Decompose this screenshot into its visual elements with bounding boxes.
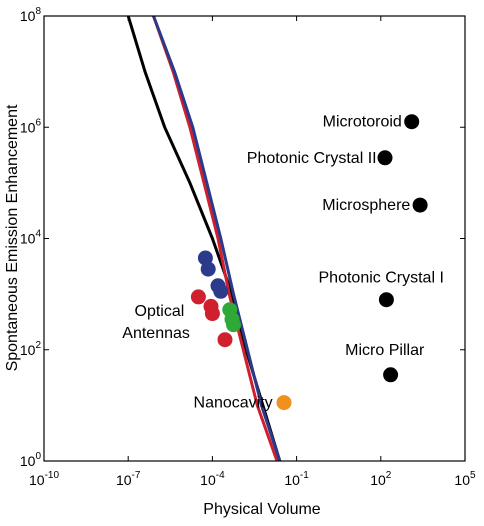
y-tick-label-5: 108 [20,6,42,24]
y-tick-label-4: 106 [20,117,42,135]
annotation-label-8: Antennas [122,325,190,342]
data-point-4-1 [276,395,292,411]
data-point-5-4 [378,292,394,308]
limit-curve-2 [152,16,279,461]
y-tick-label-2: 102 [20,340,42,358]
data-point-5-1 [404,114,420,130]
x-tick-label-5: 102 [370,470,392,488]
annotation-label-1: Microtoroid [323,114,402,131]
data-point-5-2 [377,150,393,166]
x-axis: 10-10 10-7 10-4 10-1 102 105 [29,16,476,488]
annotation-label-2: Photonic Crystal II [247,150,377,167]
x-tick-label-3: 10-4 [200,470,225,488]
x-tick-label-6: 105 [454,470,476,488]
data-point-2-4 [217,332,233,348]
annotation-layer: Microtoroid Photonic Crystal II Microspher… [122,114,444,412]
limit-curve-3 [152,16,282,461]
x-tick-label-1: 10-10 [29,470,59,488]
curve-layer [126,16,282,461]
data-point-1-4 [213,283,229,299]
annotation-label-3: Microsphere [322,197,410,214]
data-point-5-3 [412,197,428,213]
data-point-2-1 [190,289,206,305]
x-tick-label-2: 10-7 [116,470,141,488]
y-tick-label-1: 100 [20,451,42,469]
data-point-5-5 [383,367,399,383]
data-point-2-3 [204,306,220,322]
data-point-3-3 [226,317,241,333]
y-axis-title: Spontaneous Emission Enhancement [4,104,21,371]
annotation-label-5: Micro Pillar [345,342,425,359]
annotation-label-7: Optical [135,303,185,320]
annotation-label-4: Photonic Crystal I [319,269,444,286]
y-axis: 100 102 104 106 108 [20,6,465,469]
x-axis-title: Physical Volume [203,501,320,518]
annotation-label-6: Nanocavity [194,395,273,412]
data-point-1-2 [200,261,216,277]
y-tick-label-3: 104 [20,229,42,247]
x-tick-label-4: 10-1 [284,470,309,488]
point-layer [190,114,428,411]
